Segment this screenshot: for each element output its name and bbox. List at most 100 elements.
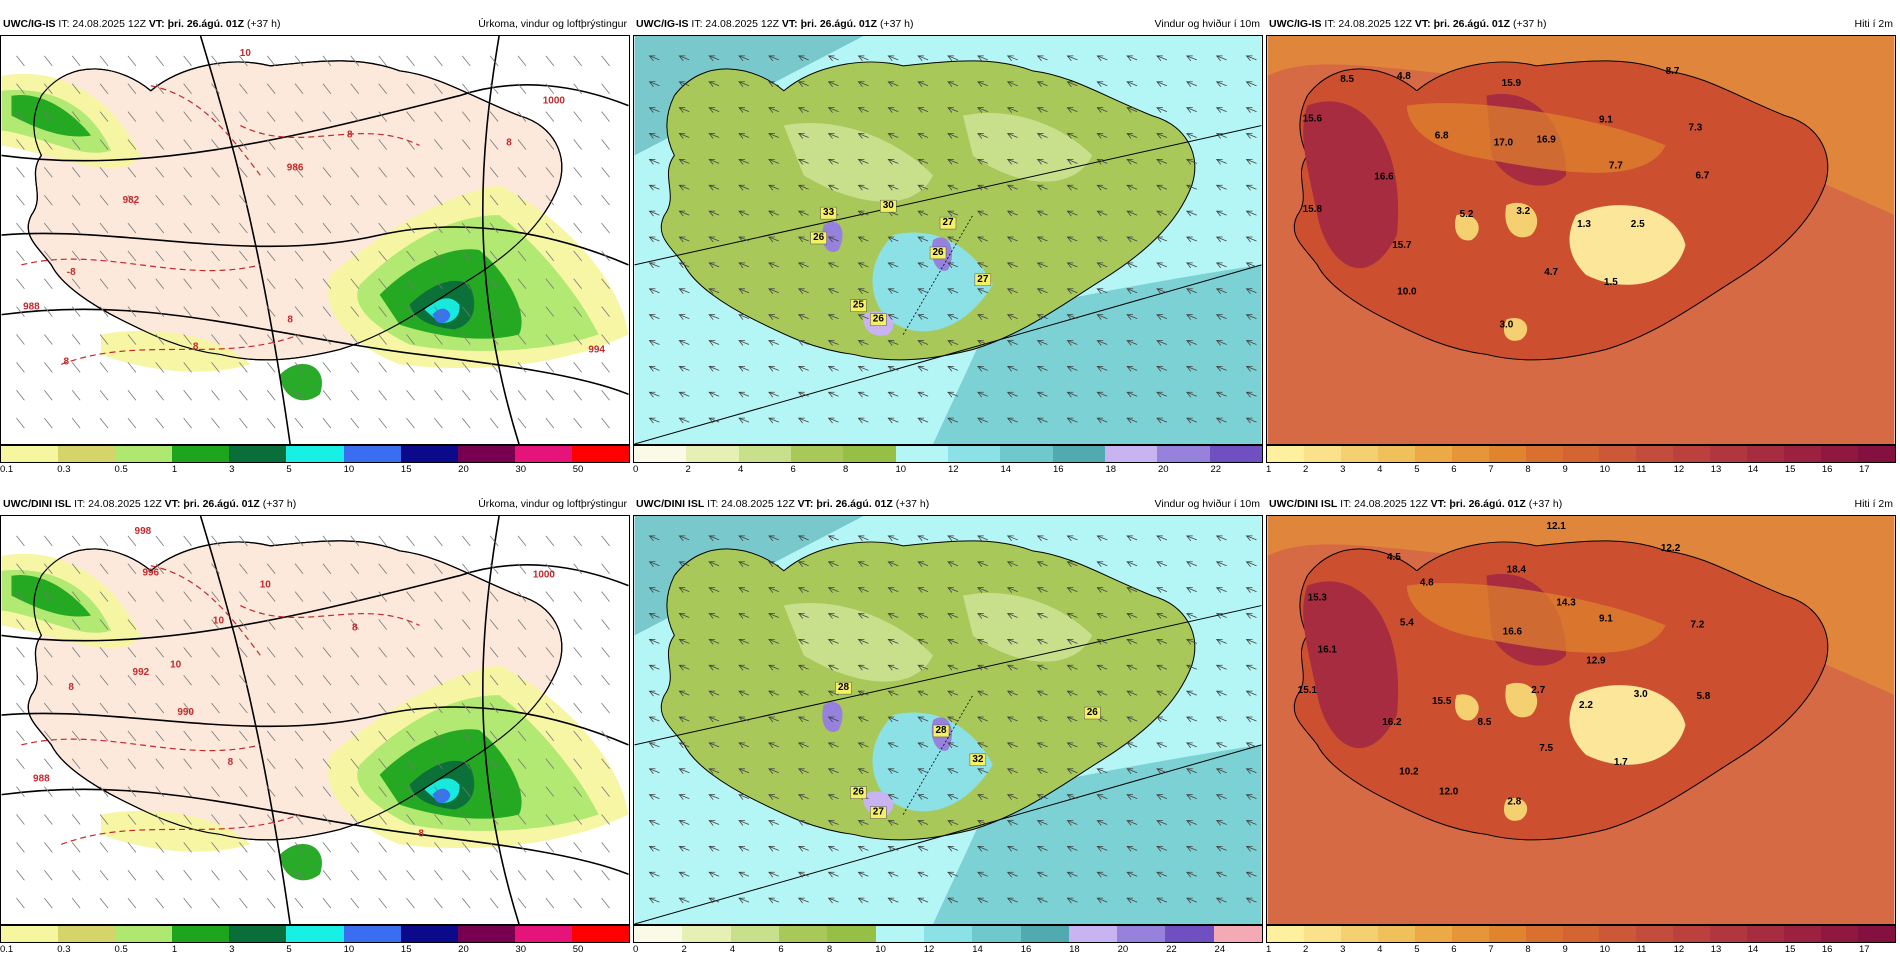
wind-arrow	[1245, 262, 1257, 269]
wind-arrow	[1245, 742, 1257, 749]
wind-barb	[350, 870, 360, 881]
wind-arrow	[797, 794, 809, 800]
wind-arrow	[768, 871, 779, 878]
wind-barb	[517, 674, 527, 686]
forecast-panel: UWC/DINI ISL IT: 24.08.2025 12Z VT: þri.…	[1266, 493, 1896, 963]
wind-barb	[517, 591, 527, 602]
wind-arrow	[1096, 587, 1108, 593]
map-area[interactable]: 12.1 4.5 4.8 12.2 18.4 14.3 15.3 5.4 16.6 9.1 7.2 1…	[1266, 515, 1896, 925]
wind-barb	[155, 167, 165, 178]
map-area[interactable]: 998 1000 996 10 10 10 992 990 988 8 8 -8 8	[0, 515, 630, 925]
wind-arrow	[1126, 561, 1138, 567]
wind-barb	[99, 278, 109, 290]
wind-arrow	[768, 81, 779, 87]
wind-arrow	[648, 133, 660, 139]
legend-swatch	[286, 446, 344, 462]
wind-arrow	[857, 897, 869, 904]
wind-arrow	[917, 236, 929, 243]
wind-barb	[266, 167, 276, 178]
wind-arrow	[1186, 690, 1197, 697]
wind-arrow	[738, 133, 750, 139]
wind-barb	[489, 591, 499, 602]
wind-barb	[294, 139, 304, 150]
panel-title: Úrkoma, vindur og loftþrýstingur	[478, 18, 627, 30]
legend-swatch	[1858, 446, 1895, 462]
wind-arrow	[947, 288, 959, 294]
wind-arrow	[1066, 133, 1078, 139]
wind-arrow	[768, 690, 779, 697]
wind-arrow	[708, 638, 720, 645]
map-area[interactable]: 28 26 28 32 26 27	[633, 515, 1263, 925]
wind-arrow	[797, 845, 809, 852]
wind-arrow	[1096, 365, 1108, 372]
legend-swatch	[1303, 926, 1341, 942]
wind-arrow	[708, 365, 720, 372]
map-area[interactable]: 10 986 982 1000 988 994 8 8 8 8 -8 8	[0, 35, 630, 445]
model-name: UWC/IG-IS	[1269, 18, 1322, 30]
coastline	[27, 60, 563, 361]
wind-barb	[573, 786, 583, 797]
map-area[interactable]: 33 26 30 27 26 27 25 26	[633, 35, 1263, 445]
wind-arrow	[1096, 314, 1108, 320]
wind-barb	[378, 786, 387, 797]
wind-barb	[601, 563, 610, 574]
wind-arrow	[917, 638, 929, 645]
wind-arrow	[768, 365, 779, 372]
wind-barb	[573, 730, 583, 742]
wind-arrow	[1066, 638, 1078, 645]
wind-barb	[573, 111, 583, 122]
legend-swatch	[172, 926, 230, 942]
panel-header: UWC/IG-IS IT: 24.08.2025 12Z VT: þri. 26…	[633, 13, 1263, 35]
map-area[interactable]: 8.5 4.8 15.9 8.7 15.6 9.1 7.3 6.8 17.0 16.9 7.7 6.7…	[1266, 35, 1896, 445]
wind-arrow	[1006, 820, 1018, 826]
wind-arrow	[648, 417, 660, 424]
wind-arrow	[1126, 340, 1138, 346]
wind-arrow	[648, 107, 660, 113]
gust-label-bg	[870, 806, 887, 819]
legend-tick-label: 1	[171, 464, 178, 475]
wind-arrow	[708, 81, 720, 87]
wind-arrow	[797, 314, 809, 320]
wind-barb	[350, 362, 360, 373]
wind-arrow	[1096, 81, 1108, 87]
wind-barb	[211, 390, 220, 401]
wind-barb	[16, 222, 25, 234]
wind-arrow	[1066, 820, 1078, 826]
wind-barb	[322, 814, 332, 825]
wind-barb	[44, 897, 53, 909]
legend-tick-label: 0.3	[57, 464, 71, 475]
wind-arrow	[738, 314, 750, 320]
wind-arrow	[1006, 638, 1018, 645]
wind-arrow	[947, 236, 959, 243]
wind-arrow	[1036, 845, 1048, 852]
gust-value-label: 26	[933, 247, 945, 258]
wind-arrow	[1245, 845, 1257, 852]
contour-label: 10	[170, 659, 182, 670]
wind-arrow	[738, 81, 750, 87]
gust-value-label: 27	[873, 807, 885, 818]
forecast-panel: UWC/DINI ISL IT: 24.08.2025 12Z VT: þri.…	[0, 493, 630, 963]
wind-arrow	[1036, 236, 1048, 243]
gust-value-label: 32	[972, 754, 984, 765]
wind-arrow	[977, 288, 988, 294]
wind-barb	[44, 167, 53, 178]
wind-barb	[378, 619, 387, 630]
wind-barb	[71, 563, 81, 574]
temperature-label: 8.5	[1478, 717, 1492, 728]
wind-arrow	[1126, 638, 1138, 645]
wind-barb	[127, 194, 137, 206]
wind-arrow	[827, 794, 839, 800]
wind-arrow	[827, 236, 839, 243]
isobar	[482, 36, 520, 444]
wind-arrow	[917, 613, 929, 619]
wind-arrow	[1006, 742, 1018, 749]
wind-arrow	[1186, 365, 1197, 372]
legend-swatch	[1636, 446, 1674, 462]
wind-arrow	[1006, 262, 1018, 269]
temperature-label: 9.1	[1599, 613, 1613, 624]
gust-value-label: 26	[873, 314, 885, 325]
wind-arrow	[1036, 820, 1048, 826]
wind-barb	[155, 83, 165, 94]
wind-arrow	[1126, 365, 1138, 372]
wind-barb	[16, 563, 25, 574]
